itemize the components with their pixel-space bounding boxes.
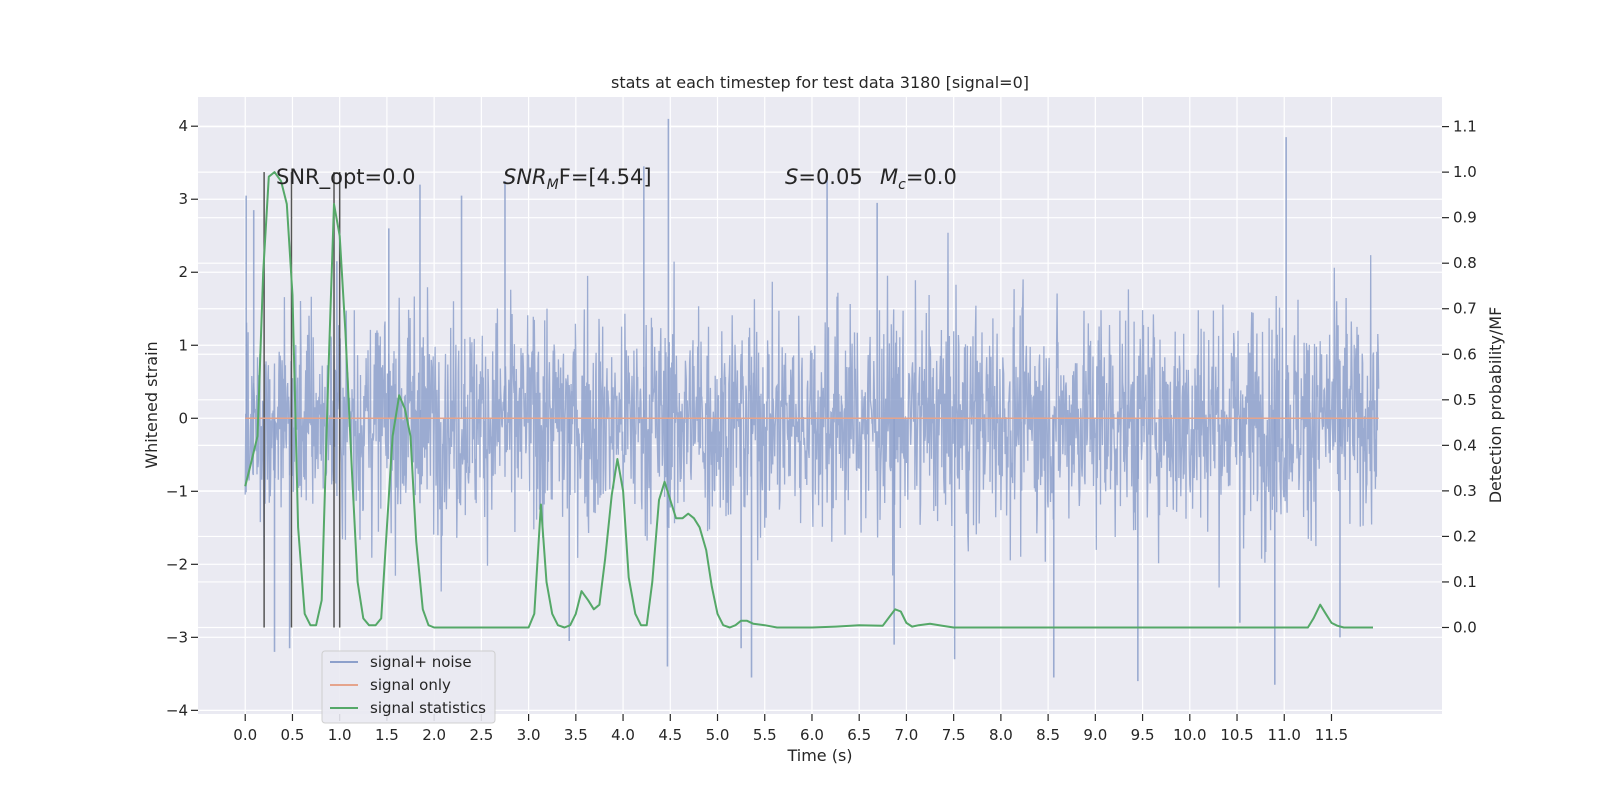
y2-tick-label-11: 1.1 [1453, 118, 1477, 136]
x-tick-label-9: 4.5 [658, 726, 682, 744]
y-axis-label: Whitened strain [142, 341, 161, 468]
x-tick-label-16: 8.0 [989, 726, 1013, 744]
noise-trace [244, 232, 1380, 592]
snr-mf-annotation: SNRMF=[4.54] [503, 165, 652, 193]
y-tick-label-6: 2 [178, 263, 188, 281]
x-tick-label-1: 0.5 [281, 726, 305, 744]
y2-tick-label-9: 0.9 [1453, 209, 1477, 227]
x-tick-label-7: 3.5 [564, 726, 588, 744]
snr-mf-subscript: M [547, 177, 559, 193]
y2-tick-label-2: 0.2 [1453, 527, 1477, 545]
legend-label-noise: signal+ noise [370, 653, 472, 671]
x-tick-label-13: 6.5 [847, 726, 871, 744]
x-tick-label-17: 8.5 [1036, 726, 1060, 744]
y-tick-label-0: −4 [166, 701, 188, 719]
legend: signal+ noise signal only signal statist… [321, 650, 496, 724]
x-tick-label-18: 9.0 [1083, 726, 1107, 744]
mc-symbol: M [880, 165, 898, 189]
y2-tick-label-6: 0.6 [1453, 345, 1477, 363]
signal-statistics-series [244, 171, 1373, 629]
x-tick-label-22: 11.0 [1268, 726, 1301, 744]
x-tick-label-20: 10.0 [1173, 726, 1206, 744]
y-tick-label-2: −2 [166, 555, 188, 573]
right-y-axis-ticks: 0.0 0.1 0.2 0.3 0.4 0.5 0.6 0.7 0.8 0.9 1.0 1.1 [1442, 118, 1477, 636]
x-tick-label-15: 7.5 [942, 726, 966, 744]
x-tick-label-5: 2.5 [469, 726, 493, 744]
x-tick-label-4: 2.0 [422, 726, 446, 744]
s-symbol: S [785, 165, 798, 189]
x-tick-label-23: 11.5 [1315, 726, 1348, 744]
x-tick-label-14: 7.0 [894, 726, 918, 744]
s-value: =0.05 [798, 165, 862, 189]
x-axis-label: Time (s) [786, 746, 852, 765]
mc-annotation: Mc=0.0 [880, 165, 957, 193]
x-tick-label-0: 0.0 [233, 726, 257, 744]
y-tick-label-7: 3 [178, 190, 188, 208]
y2-tick-label-5: 0.5 [1453, 391, 1477, 409]
chart-title: stats at each timestep for test data 318… [611, 73, 1029, 92]
y2-tick-label-7: 0.7 [1453, 300, 1477, 318]
snr-mf-base: SNR [503, 165, 547, 189]
mc-subscript: c [898, 177, 906, 193]
x-tick-label-11: 5.5 [753, 726, 777, 744]
x-tick-label-2: 1.0 [328, 726, 352, 744]
x-tick-label-12: 6.0 [800, 726, 824, 744]
y2-tick-label-0: 0.0 [1453, 618, 1477, 636]
y2-tick-label-8: 0.8 [1453, 254, 1477, 272]
x-tick-label-3: 1.5 [375, 726, 399, 744]
y-tick-label-8: 4 [178, 117, 188, 135]
y-tick-label-5: 1 [178, 336, 188, 354]
signal-statistics-line [244, 171, 1373, 629]
mc-value: =0.0 [906, 165, 957, 189]
y2-tick-label-3: 0.3 [1453, 482, 1477, 500]
y2-tick-label-4: 0.4 [1453, 436, 1477, 454]
y2-axis-label: Detection probability/MF [1486, 307, 1505, 504]
y-tick-label-1: −3 [166, 628, 188, 646]
legend-label-signal: signal only [370, 676, 451, 694]
legend-box [321, 650, 496, 724]
legend-label-stats: signal statistics [370, 699, 486, 717]
snr-mf-rest: F=[4.54] [559, 165, 652, 189]
signal-noise-series [244, 118, 1380, 685]
y2-tick-label-1: 0.1 [1453, 573, 1477, 591]
x-tick-label-6: 3.0 [517, 726, 541, 744]
s-annotation: S=0.05 [785, 165, 863, 189]
x-axis-ticks: 0.0 0.5 1.0 1.5 2.0 2.5 3.0 3.5 4.0 4.5 5.0 5.5 6.0 6… [233, 714, 1348, 744]
y-tick-label-3: −1 [166, 482, 188, 500]
y2-tick-label-10: 1.0 [1453, 163, 1477, 181]
x-tick-label-10: 5.0 [706, 726, 730, 744]
x-tick-label-19: 9.5 [1131, 726, 1155, 744]
y-tick-label-4: 0 [178, 409, 188, 427]
snr-opt-annotation: SNR_opt=0.0 [276, 165, 416, 190]
x-tick-label-8: 4.0 [611, 726, 635, 744]
x-tick-label-21: 10.5 [1220, 726, 1253, 744]
left-y-axis-ticks: −4 −3 −2 −1 0 1 2 3 4 [166, 117, 198, 719]
